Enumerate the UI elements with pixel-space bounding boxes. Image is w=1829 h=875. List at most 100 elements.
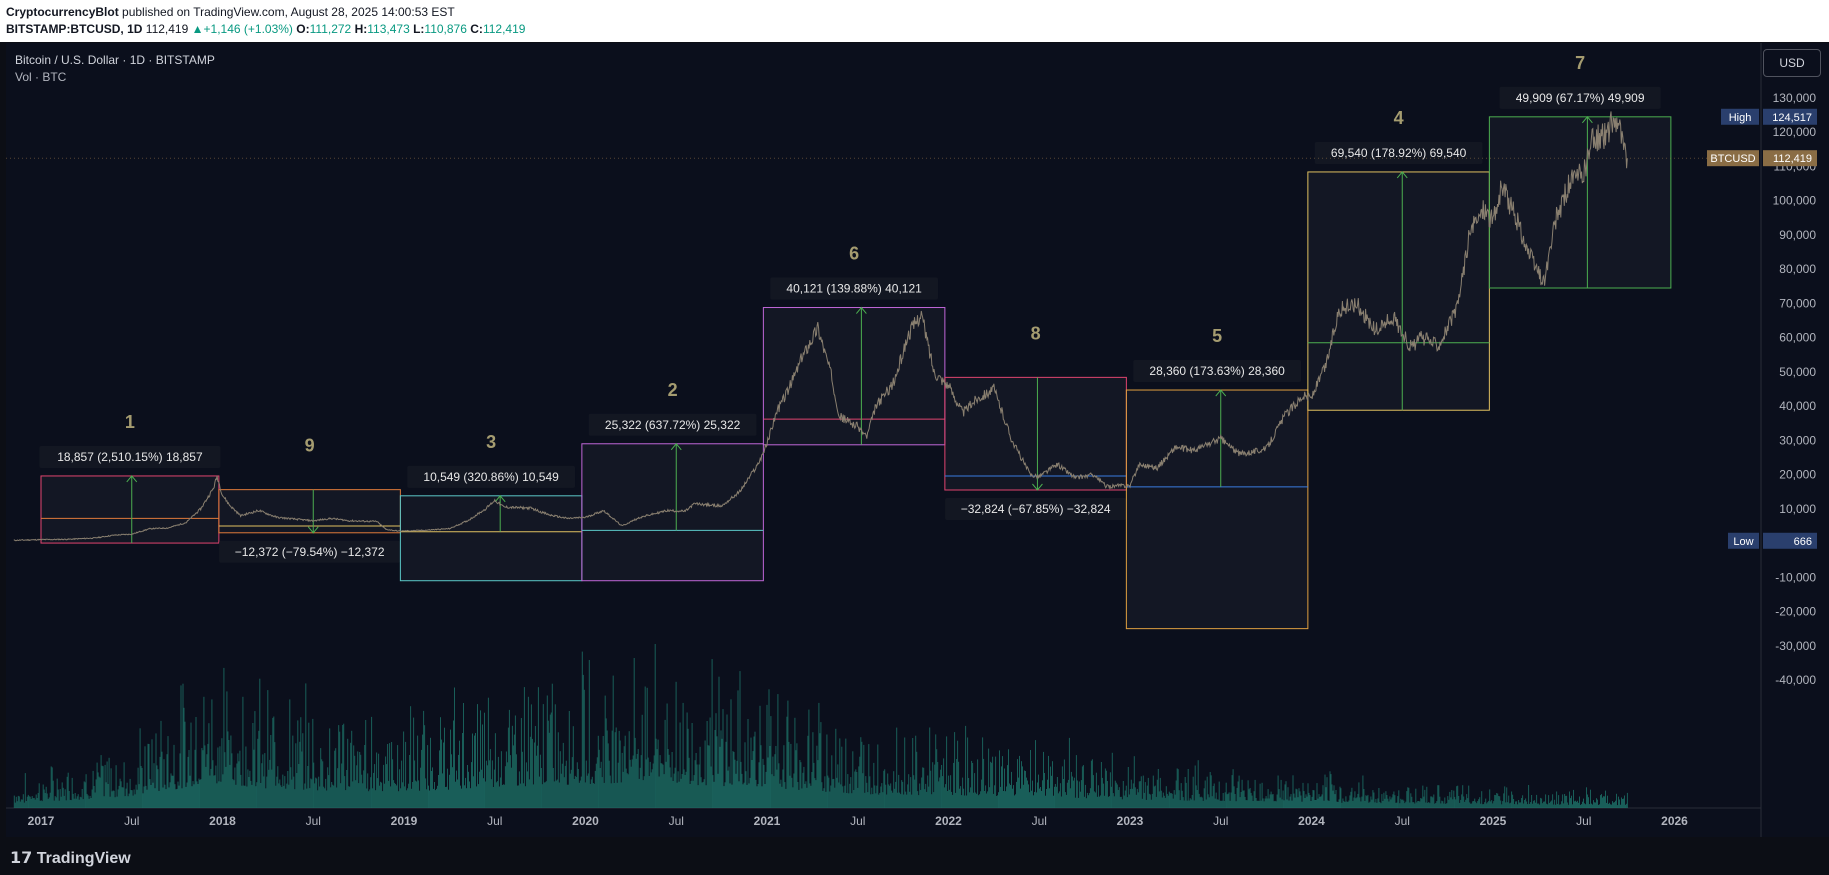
- author-name[interactable]: CryptocurrencyBlot: [6, 5, 119, 19]
- volume-bar: [1200, 796, 1202, 808]
- volume-bar: [1619, 799, 1620, 808]
- volume-bar: [85, 774, 87, 808]
- cycle-number: 5: [1212, 326, 1222, 346]
- volume-bar: [56, 778, 58, 808]
- volume-bar: [556, 779, 558, 808]
- volume-bar: [411, 788, 413, 808]
- volume-bar: [1281, 799, 1283, 808]
- volume-bar: [810, 785, 812, 808]
- volume-bar: [724, 782, 726, 808]
- currency-button[interactable]: USD: [1763, 49, 1821, 77]
- volume-bar: [446, 786, 447, 808]
- volume-bar: [497, 756, 499, 808]
- volume-bar: [636, 754, 638, 808]
- volume-bar: [535, 755, 537, 808]
- volume-bar: [650, 772, 652, 808]
- volume-bar: [159, 756, 161, 808]
- volume-bar: [890, 783, 892, 808]
- volume-bar: [1206, 776, 1208, 808]
- volume-bar: [836, 777, 838, 808]
- volume-bar: [1042, 780, 1043, 808]
- volume-bar: [816, 745, 818, 808]
- volume-bar: [54, 796, 56, 808]
- volume-bar: [1559, 804, 1561, 808]
- volume-bar: [369, 789, 371, 808]
- volume-bar: [393, 780, 395, 808]
- volume-bar: [352, 781, 354, 808]
- volume-bar: [976, 793, 978, 808]
- volume-bar: [1465, 799, 1467, 808]
- volume-bar: [750, 737, 752, 808]
- volume-bar: [49, 792, 51, 808]
- volume-bar: [1354, 791, 1356, 808]
- chart-area[interactable]: 18,857 (2,510.15%) 18,857 1 −12,372 (−79.5…: [6, 43, 1829, 837]
- volume-bar: [362, 783, 364, 808]
- volume-bar: [878, 794, 880, 808]
- volume-bar: [906, 794, 908, 808]
- volume-bar: [1579, 796, 1580, 808]
- volume-bar: [647, 757, 649, 808]
- volume-bar: [799, 760, 801, 808]
- volume-bar: [1000, 786, 1001, 808]
- volume-bar: [562, 742, 564, 808]
- volume-bar: [223, 667, 225, 808]
- volume-bar: [554, 704, 556, 808]
- volume-bar: [657, 739, 659, 808]
- volume-bar: [754, 731, 756, 808]
- volume-bar: [269, 759, 271, 808]
- volume-bar: [30, 798, 32, 808]
- volume-bar: [1383, 792, 1385, 808]
- volume-bar: [464, 785, 465, 808]
- volume-bar: [1463, 796, 1465, 808]
- volume-bar: [611, 730, 613, 808]
- volume-bar: [1371, 799, 1373, 808]
- volume-bar: [1249, 788, 1251, 808]
- volume-bar: [1516, 801, 1518, 808]
- volume-bar: [722, 709, 724, 808]
- volume-bar: [245, 746, 247, 808]
- volume-bar: [294, 789, 296, 808]
- volume-bar: [1396, 802, 1398, 808]
- volume-bar: [638, 778, 640, 808]
- volume-bar: [811, 772, 813, 808]
- price-marker-value: 112,419: [1773, 153, 1812, 165]
- volume-bar: [798, 789, 800, 808]
- measure-label: 18,857 (2,510.15%) 18,857: [57, 450, 203, 464]
- volume-bar: [737, 690, 739, 808]
- volume-bar: [1276, 794, 1278, 808]
- volume-bar: [547, 720, 549, 808]
- volume-bar: [437, 785, 438, 808]
- volume-bar: [998, 792, 999, 808]
- volume-bar: [482, 724, 483, 808]
- volume-bar: [1469, 802, 1471, 808]
- tradingview-logo[interactable]: 𝟭𝟳 TradingView: [10, 848, 131, 868]
- volume-bar: [109, 796, 111, 808]
- volume-bar: [1197, 760, 1199, 808]
- volume-bar: [1204, 780, 1206, 808]
- volume-bar: [1389, 796, 1391, 808]
- volume-bar: [960, 786, 962, 808]
- volume-bar: [1141, 798, 1143, 808]
- price-marker-name-bg: [1728, 532, 1759, 549]
- volume-bar: [931, 794, 933, 808]
- volume-bar: [131, 790, 133, 808]
- volume-bar: [711, 659, 713, 808]
- volume-bar: [1226, 794, 1228, 808]
- measure-label-bg: [770, 277, 939, 300]
- volume-bar: [1406, 791, 1408, 808]
- volume-bar: [111, 791, 113, 808]
- volume-bar: [383, 764, 385, 808]
- volume-bar: [730, 699, 732, 808]
- volume-bar: [1520, 802, 1522, 808]
- volume-bar: [744, 742, 746, 808]
- volume-bar: [614, 732, 616, 808]
- volume-bar: [1512, 794, 1514, 808]
- volume-bar: [1041, 790, 1042, 808]
- volume-bar: [1027, 780, 1028, 808]
- volume-bar: [94, 792, 96, 808]
- volume-bar: [1326, 777, 1328, 808]
- volume-bar: [690, 780, 692, 808]
- volume-bar: [1087, 795, 1089, 808]
- volume-bar: [180, 685, 182, 808]
